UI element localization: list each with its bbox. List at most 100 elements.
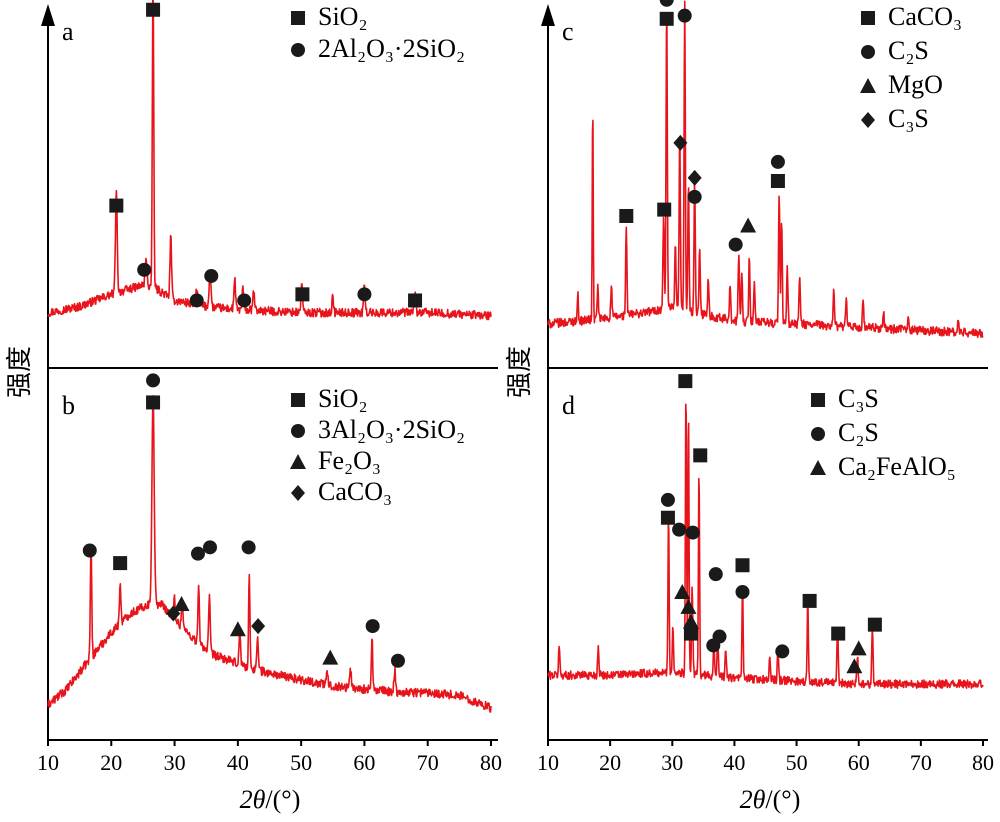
peak-marker-triangle	[850, 640, 867, 656]
legend-entry: SiO₂	[318, 2, 368, 31]
legend-entry: Ca₂FeAlO₅	[838, 452, 956, 481]
x-tick-label: 60	[848, 750, 870, 775]
legend-symbol-triangle	[290, 454, 306, 469]
peak-marker-circle	[708, 567, 723, 582]
peak-marker-triangle	[173, 596, 190, 612]
xrd-pattern-c	[547, 0, 984, 339]
legend-symbol-diamond	[291, 485, 305, 501]
x-tick-label: 40	[227, 750, 249, 775]
peak-marker-square	[109, 198, 124, 213]
peak-marker-square	[659, 11, 674, 26]
panel-a: a SiO₂ 2Al₂O₃·2SiO₂	[47, 0, 492, 321]
x-tick-label: 80	[972, 750, 994, 775]
peak-marker-circle	[365, 619, 380, 634]
legend-entry: CaCO₃	[888, 2, 962, 31]
peak-marker-square	[113, 556, 128, 571]
panel-label: d	[562, 391, 575, 420]
peak-marker-square	[619, 208, 634, 223]
peak-marker-circle	[190, 546, 205, 561]
panel-label: c	[562, 17, 574, 46]
peak-marker-square	[831, 626, 846, 641]
xrd-pattern-a	[47, 0, 492, 321]
peak-marker-square	[678, 374, 693, 389]
x-axis-label-left: 2θ/(°)	[240, 785, 301, 814]
peak-marker-circle	[712, 629, 727, 644]
peak-marker-circle	[137, 262, 152, 277]
peak-marker-circle	[775, 644, 790, 659]
x-tick-label: 60	[353, 750, 375, 775]
legend-entry: C₃S	[838, 384, 879, 413]
peak-marker-circle	[204, 268, 219, 283]
peak-marker-circle	[659, 0, 674, 7]
peak-marker-square	[660, 510, 675, 525]
legend-entry: MgO	[888, 70, 943, 99]
peak-marker-circle	[677, 8, 692, 23]
peak-marker-triangle	[740, 217, 757, 233]
peak-marker-circle	[189, 293, 204, 308]
xrd-pattern-b	[47, 395, 492, 713]
x-tick-label: 70	[417, 750, 439, 775]
peak-marker-circle	[735, 584, 750, 599]
peak-marker-square	[683, 626, 698, 641]
right-y-axis-arrow	[541, 4, 555, 26]
panel-c: c CaCO₃ C₂S MgO C₃S	[547, 0, 984, 339]
peak-marker-square	[146, 2, 161, 17]
x-tick-label: 30	[164, 750, 186, 775]
peak-marker-circle	[237, 293, 252, 308]
x-tick-label: 20	[599, 750, 621, 775]
peak-marker-triangle	[682, 613, 699, 629]
peak-marker-circle	[82, 543, 97, 558]
legend-symbol-circle	[291, 43, 305, 57]
peak-marker-diamond	[687, 169, 702, 186]
panel-label: b	[62, 391, 75, 420]
legend-symbol-square	[861, 11, 875, 25]
x-tick-label: 70	[910, 750, 932, 775]
legend-symbol-triangle	[860, 78, 876, 93]
peak-marker-circle	[672, 522, 687, 537]
legend-entry: 3Al₂O₃·2SiO₂	[318, 415, 465, 444]
peak-marker-square	[146, 395, 161, 410]
peak-marker-circle	[241, 540, 256, 555]
legend-symbol-circle	[861, 45, 875, 59]
peak-marker-circle	[687, 189, 702, 204]
peak-marker-square	[295, 287, 310, 302]
x-tick-label: 30	[661, 750, 683, 775]
x-tick-label: 50	[786, 750, 808, 775]
peak-marker-triangle	[322, 649, 339, 665]
legend-symbol-square	[811, 393, 825, 407]
x-tick-label: 80	[480, 750, 502, 775]
xrd-pattern-d	[547, 403, 984, 690]
peak-marker-diamond	[673, 134, 688, 151]
panel-d: d C₃S C₂S Ca₂FeAlO₅	[547, 374, 984, 690]
y-axis-label-right: 强度	[505, 346, 534, 398]
peak-marker-circle	[203, 540, 218, 555]
peak-marker-square	[802, 593, 817, 608]
peak-marker-triangle	[680, 598, 697, 614]
x-ticks-left: 10 20 30 40 50 60 70 80	[37, 740, 502, 775]
left-y-axis-arrow	[41, 4, 55, 26]
x-tick-label: 50	[290, 750, 312, 775]
legend-entry: C₂S	[838, 418, 879, 447]
peak-marker-circle	[660, 492, 675, 507]
legend-symbol-circle	[811, 427, 825, 441]
peak-marker-circle	[728, 237, 743, 252]
legend-entry: CaCO₃	[318, 477, 392, 506]
peak-marker-square	[867, 617, 882, 632]
legend-entry: C₃S	[888, 104, 929, 133]
legend-entry: Fe₂O₃	[318, 446, 381, 475]
peak-marker-triangle	[229, 621, 246, 637]
legend-symbol-circle	[291, 424, 305, 438]
peak-marker-square	[693, 448, 708, 463]
legend-entry: 2Al₂O₃·2SiO₂	[318, 34, 465, 63]
legend-symbol-triangle	[810, 460, 826, 475]
peak-marker-triangle	[674, 583, 691, 599]
x-tick-label: 10	[537, 750, 559, 775]
y-axis-label-left: 强度	[5, 346, 34, 398]
peak-marker-triangle	[846, 658, 863, 674]
peak-marker-circle	[146, 373, 161, 388]
legend-entry: SiO₂	[318, 384, 368, 413]
peak-marker-circle	[685, 525, 700, 540]
x-axis-label-right: 2θ/(°)	[740, 785, 801, 814]
x-tick-label: 20	[100, 750, 122, 775]
